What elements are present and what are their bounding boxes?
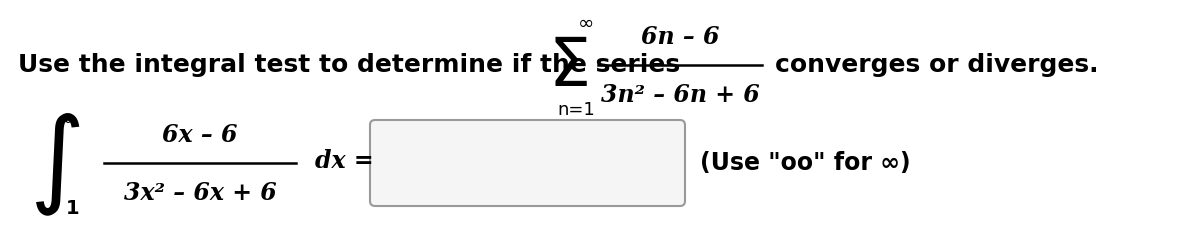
Text: 1: 1 [66,200,80,218]
FancyBboxPatch shape [370,120,685,206]
Text: 3x² – 6x + 6: 3x² – 6x + 6 [124,181,276,205]
Text: (Use "oo" for ∞): (Use "oo" for ∞) [700,151,911,175]
Text: $\Sigma$: $\Sigma$ [548,34,588,100]
Text: 6x – 6: 6x – 6 [162,123,238,147]
Text: 6n – 6: 6n – 6 [641,25,719,49]
Text: $\int$: $\int$ [29,112,80,218]
Text: 3n² – 6n + 6: 3n² – 6n + 6 [601,83,760,107]
Text: n=1: n=1 [557,101,595,119]
Text: dx =: dx = [314,149,373,173]
Text: ∞: ∞ [56,110,73,128]
Text: Use the integral test to determine if the series: Use the integral test to determine if th… [18,53,680,77]
Text: converges or diverges.: converges or diverges. [775,53,1098,77]
Text: ∞: ∞ [578,14,594,32]
